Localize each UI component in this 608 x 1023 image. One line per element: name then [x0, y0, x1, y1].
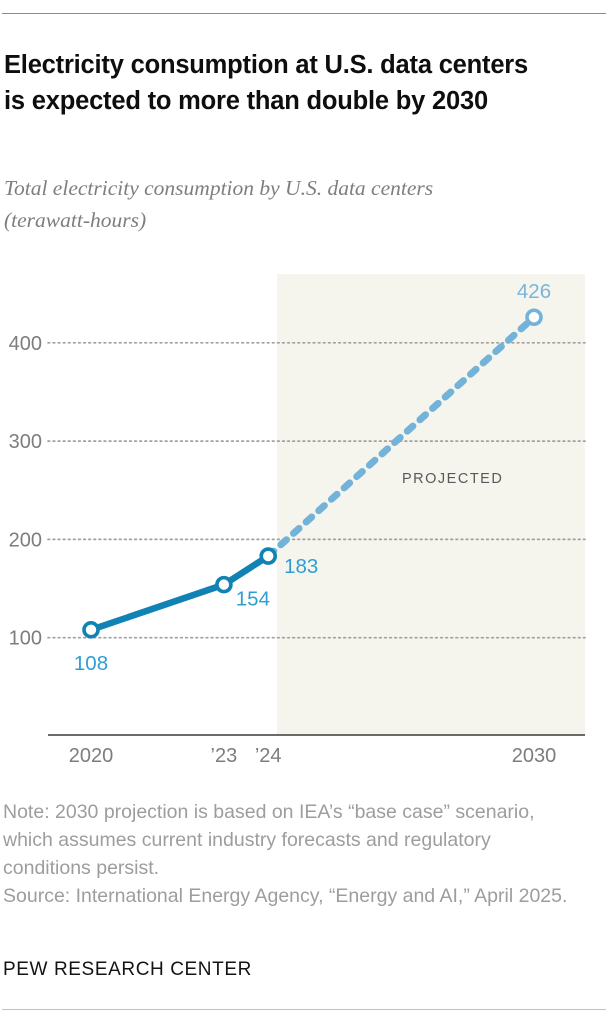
projected-label: PROJECTED: [402, 471, 503, 487]
bottom-rule: [2, 1009, 606, 1010]
source-text: Source: International Energy Agency, “En…: [3, 885, 568, 907]
data-point-marker-2023: [215, 575, 233, 594]
data-point-marker-2024: [259, 547, 278, 565]
y-tick-label-400: 400: [9, 333, 42, 355]
y-tick-label-200: 200: [9, 529, 42, 551]
x-tick-label-2030: 2030: [512, 745, 557, 767]
top-rule: [2, 13, 606, 14]
data-point-label-183: 183: [284, 555, 318, 578]
x-tick-label-2020: 2020: [69, 745, 114, 767]
series-projected-line: [264, 313, 538, 560]
chart-subtitle: Total electricity consumption by U.S. da…: [4, 176, 434, 232]
footnotes: Note: 2030 projection is based on IEA’s …: [3, 798, 583, 910]
line-chart: 100 200 300 400 2020 ’23 ’24 2030 PROJECTED 108 15…: [9, 274, 586, 767]
data-point-marker-2020: [82, 621, 100, 639]
note-text: Note: 2030 projection is based on IEA’s …: [3, 801, 535, 879]
y-tick-label-300: 300: [9, 431, 42, 453]
data-point-marker-2030: [525, 308, 543, 327]
brand-footer: PEW RESEARCH CENTER: [3, 959, 252, 980]
x-tick-label-2023: ’23: [211, 745, 238, 767]
page-title: Electricity consumption at U.S. data cen…: [4, 51, 529, 116]
projected-region: [277, 274, 585, 735]
data-point-label-426: 426: [517, 280, 551, 303]
y-tick-label-100: 100: [9, 628, 42, 650]
data-point-label-154: 154: [236, 588, 270, 611]
x-tick-label-2024: ’24: [255, 745, 282, 767]
data-point-label-108: 108: [74, 652, 108, 675]
